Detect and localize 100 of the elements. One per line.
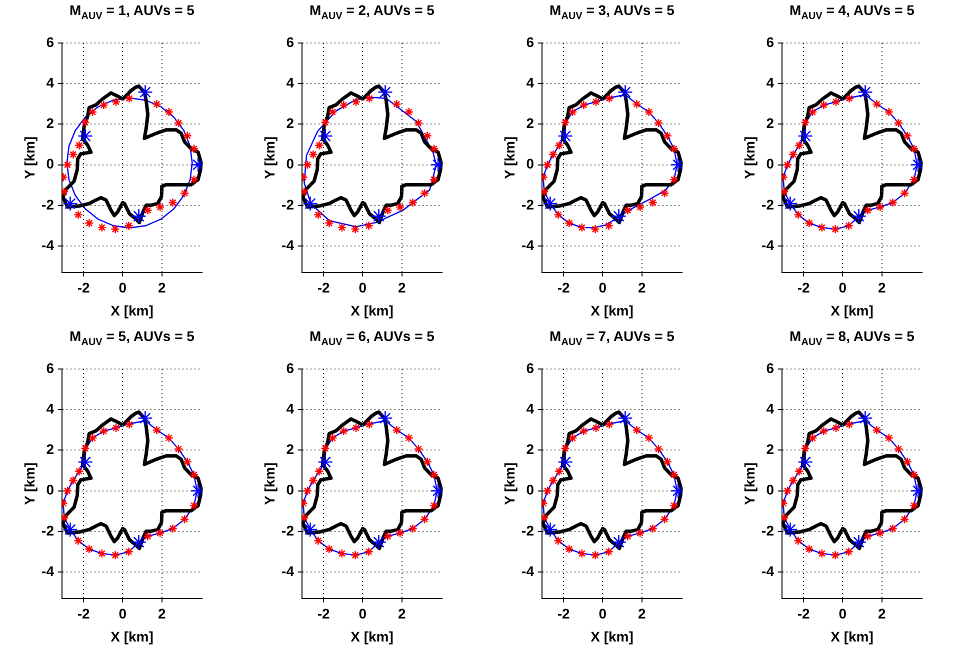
point (863, 532, 872, 541)
point (182, 131, 192, 140)
x-tick-label: 2 (398, 606, 406, 622)
x-tick-label: 2 (638, 606, 646, 622)
point (788, 150, 798, 160)
point (662, 457, 672, 466)
y-tick-label: -4 (522, 236, 534, 253)
x-tick-label: 0 (358, 280, 367, 296)
point (429, 174, 439, 184)
chart-title: M$_{AUV}$ = 3, AUVs = 5 (548, 2, 676, 22)
y-tick-label: 2 (46, 441, 54, 458)
point (124, 221, 134, 230)
point (819, 100, 828, 110)
point (155, 528, 165, 538)
point (371, 534, 386, 550)
point (97, 222, 107, 232)
point (875, 202, 885, 212)
point (623, 532, 632, 541)
point (669, 470, 679, 480)
point (62, 522, 78, 538)
point (395, 202, 405, 212)
y-tick-label: 2 (526, 441, 534, 458)
point (392, 99, 402, 109)
point (804, 544, 814, 554)
point (542, 160, 552, 170)
y-tick-label: 0 (526, 482, 534, 498)
chart-title: M$_{AUV}$ = 2, AUVs = 5 (308, 2, 436, 22)
point (302, 486, 312, 496)
point (554, 466, 564, 476)
y-tick-label: 2 (286, 441, 294, 458)
chart-title: M$_{AUV}$ = 1, AUVs = 5 (68, 2, 196, 22)
point (577, 222, 587, 232)
point (909, 500, 919, 510)
y-tick-label: 4 (766, 74, 774, 90)
chart-title: M$_{AUV}$ = 7, AUVs = 5 (548, 328, 676, 348)
y-axis-title: Y [km] (741, 136, 758, 179)
point (97, 548, 107, 558)
chart-title: M$_{AUV}$ = 4, AUVs = 5 (788, 2, 916, 22)
y-tick-label: 2 (46, 115, 54, 132)
point (84, 544, 94, 554)
x-axis-title: X [km] (350, 628, 394, 644)
point (794, 140, 804, 150)
point (180, 514, 190, 524)
point (858, 84, 873, 100)
point (669, 500, 679, 510)
point (84, 218, 94, 228)
point (611, 208, 626, 224)
x-tick-label: -2 (317, 280, 330, 296)
y-tick-label: 0 (286, 482, 294, 498)
y-tick-label: 6 (766, 360, 774, 376)
point (844, 94, 854, 104)
point (308, 150, 318, 160)
x-axis-title: X [km] (110, 628, 154, 644)
x-tick-label: 0 (358, 606, 367, 622)
point (422, 457, 432, 466)
point (884, 433, 894, 443)
point (414, 118, 424, 128)
x-axis-title: X [km] (830, 302, 874, 318)
point (378, 84, 393, 100)
point (189, 500, 199, 510)
y-tick-label: 2 (766, 441, 774, 458)
point (669, 174, 679, 184)
y-tick-label: 4 (526, 74, 534, 90)
y-tick-label: 0 (766, 156, 774, 172)
point (62, 486, 72, 496)
point (189, 144, 199, 154)
y-axis-title: Y [km] (261, 136, 278, 179)
point (420, 514, 430, 524)
point (577, 548, 587, 558)
point (408, 198, 418, 208)
point (414, 444, 424, 454)
y-tick-label: 4 (46, 74, 54, 90)
point (429, 500, 439, 510)
point (604, 420, 614, 430)
point (542, 522, 558, 538)
y-tick-label: 6 (46, 360, 54, 376)
point (429, 470, 439, 480)
point (350, 550, 360, 560)
x-tick-label: 0 (598, 280, 607, 296)
point (422, 131, 432, 140)
point (62, 196, 78, 212)
y-tick-label: 0 (46, 156, 54, 172)
point (888, 198, 898, 208)
point (900, 188, 910, 198)
x-axis-title: X [km] (350, 302, 394, 318)
y-tick-label: -4 (762, 562, 774, 579)
point (591, 97, 601, 107)
y-tick-label: 2 (286, 115, 294, 132)
point (542, 486, 552, 496)
point (564, 544, 574, 554)
x-tick-label: 0 (838, 280, 847, 296)
y-tick-label: -2 (282, 522, 294, 538)
point (124, 420, 134, 430)
point (831, 423, 841, 433)
point (189, 470, 199, 480)
y-tick-label: 0 (286, 156, 294, 172)
point (548, 150, 558, 160)
point (339, 426, 348, 436)
point (568, 433, 578, 443)
x-tick-label: -2 (317, 606, 330, 622)
